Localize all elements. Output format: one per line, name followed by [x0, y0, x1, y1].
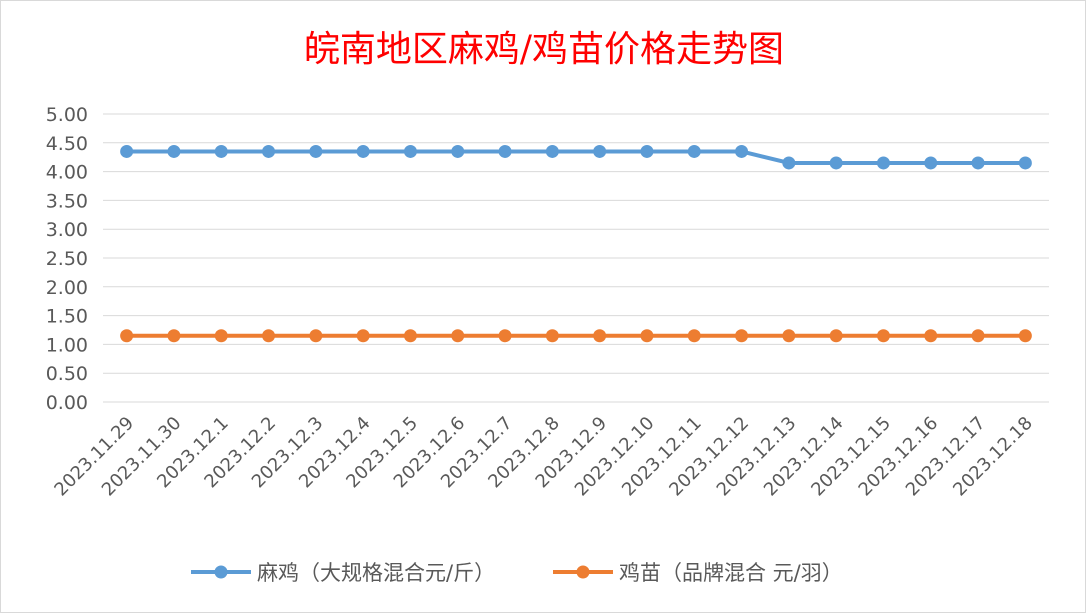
y-tick-label: 2.50	[46, 248, 88, 270]
data-point	[735, 329, 749, 343]
y-axis-tick-labels: 0.00 0.50 1.00 1.50 2.00 2.50 3.00 3.50 4.00 4.50…	[46, 104, 88, 414]
legend-swatch-marker	[576, 565, 590, 579]
data-point	[356, 329, 370, 343]
data-point	[451, 329, 465, 343]
data-point	[403, 144, 417, 158]
data-point	[1018, 329, 1032, 343]
data-point	[971, 156, 985, 170]
data-point	[640, 329, 654, 343]
y-tick-label: 4.00	[46, 162, 88, 184]
series-2	[120, 329, 1032, 343]
data-point	[593, 144, 607, 158]
data-point	[167, 329, 181, 343]
data-point	[167, 144, 181, 158]
legend-item: 麻鸡（大规格混合元/斤）	[191, 561, 495, 585]
legend-item: 鸡苗（品牌混合 元/羽）	[553, 561, 843, 585]
data-point	[356, 144, 370, 158]
data-point	[687, 144, 701, 158]
legend: 麻鸡（大规格混合元/斤） 鸡苗（品牌混合 元/羽）	[191, 561, 843, 585]
data-point	[593, 329, 607, 343]
data-point	[640, 144, 654, 158]
data-point	[924, 329, 938, 343]
gridlines	[103, 113, 1049, 403]
data-point	[924, 156, 938, 170]
y-tick-label: 3.50	[46, 190, 88, 212]
data-point	[309, 144, 323, 158]
data-point	[876, 329, 890, 343]
y-tick-label: 2.00	[46, 277, 88, 299]
legend-label: 麻鸡（大规格混合元/斤）	[257, 561, 495, 585]
data-point	[214, 144, 228, 158]
y-tick-label: 1.00	[46, 334, 88, 356]
data-point	[876, 156, 890, 170]
data-point	[262, 329, 276, 343]
data-point	[214, 329, 228, 343]
series-1	[120, 144, 1032, 170]
data-point	[120, 329, 134, 343]
data-point	[309, 329, 323, 343]
data-point	[262, 144, 276, 158]
data-point	[829, 156, 843, 170]
y-tick-label: 0.00	[46, 392, 88, 414]
y-tick-label: 4.50	[46, 133, 88, 155]
data-point	[829, 329, 843, 343]
chart-title: 皖南地区麻鸡/鸡苗价格走势图	[304, 29, 784, 70]
y-tick-label: 0.50	[46, 363, 88, 385]
series-lines	[120, 144, 1032, 343]
data-point	[120, 144, 134, 158]
data-point	[971, 329, 985, 343]
y-tick-label: 5.00	[46, 104, 88, 126]
data-point	[1018, 156, 1032, 170]
data-point	[498, 329, 512, 343]
x-axis-tick-labels: 2023.11.292023.11.302023.12.12023.12.220…	[50, 413, 1036, 501]
data-point	[403, 329, 417, 343]
y-tick-label: 3.00	[46, 219, 88, 241]
data-point	[782, 156, 796, 170]
series-line	[126, 149, 1026, 165]
y-tick-label: 1.50	[46, 306, 88, 328]
data-point	[735, 144, 749, 158]
data-point	[687, 329, 701, 343]
data-point	[782, 329, 796, 343]
legend-swatch-marker	[214, 565, 228, 579]
data-point	[498, 144, 512, 158]
data-point	[451, 144, 465, 158]
data-point	[545, 329, 559, 343]
legend-label: 鸡苗（品牌混合 元/羽）	[619, 561, 843, 585]
data-point	[545, 144, 559, 158]
